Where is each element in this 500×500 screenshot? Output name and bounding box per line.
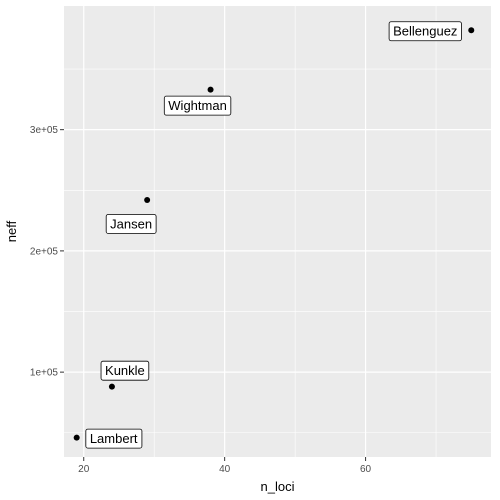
x-axis-ticks: 20 40 60: [78, 457, 372, 475]
point-label-bellenguez: Bellenguez: [388, 21, 462, 42]
point-label-text: Lambert: [90, 431, 138, 446]
point-label-box: [100, 360, 150, 381]
point-label-wightman: Wightman: [163, 95, 232, 116]
y-axis-title: neff: [4, 220, 19, 242]
y-tick-label: 1e+05: [30, 368, 59, 379]
point-label-box: [163, 95, 232, 116]
x-tick-label: 40: [219, 464, 231, 475]
point-label-lambert: Lambert: [85, 428, 143, 449]
point-label-kunkle: Kunkle: [100, 360, 150, 381]
data-point-kunkle: [108, 383, 115, 390]
x-axis-title: n_loci: [261, 479, 295, 494]
y-axis-ticks: 1e+05 2e+05 3e+05: [30, 125, 64, 379]
y-tick-label: 2e+05: [30, 246, 59, 257]
point-label-text: Bellenguez: [393, 24, 457, 39]
x-tick-label: 20: [78, 464, 90, 475]
x-tick-label: 60: [360, 464, 372, 475]
point-label-text: Kunkle: [105, 363, 145, 378]
data-point-wightman: [207, 86, 214, 93]
point-label-jansen: Jansen: [105, 214, 157, 234]
y-tick-label: 3e+05: [30, 125, 59, 136]
point-label-text: Wightman: [168, 98, 227, 113]
data-point-jansen: [144, 196, 151, 203]
point-label-box: [388, 21, 462, 42]
data-point-bellenguez: [468, 27, 475, 34]
point-label-text: Jansen: [110, 216, 152, 231]
data-point-lambert: [73, 434, 80, 441]
point-labels: Bellenguez Wightman Jansen Kunkle Lambert: [85, 21, 462, 449]
data-points: [73, 27, 475, 441]
point-label-box: [85, 428, 143, 449]
point-label-box: [105, 214, 157, 234]
